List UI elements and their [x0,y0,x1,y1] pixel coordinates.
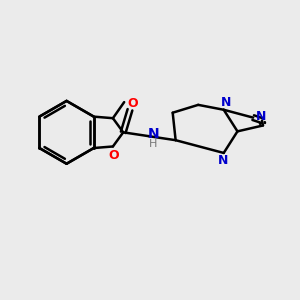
Text: O: O [128,98,138,110]
Text: N: N [220,96,231,110]
Text: N: N [256,110,266,123]
Text: O: O [109,149,119,162]
Text: N: N [218,154,228,167]
Text: N: N [148,127,159,141]
Text: H: H [149,139,158,149]
